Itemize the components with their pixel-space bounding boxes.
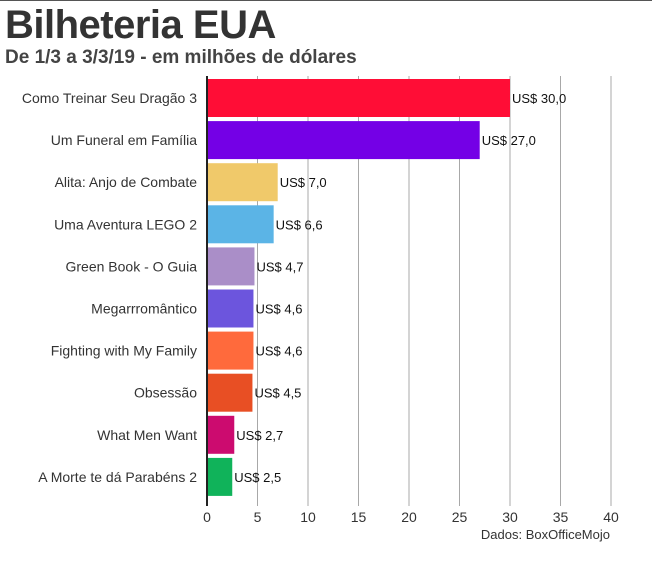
- bar: [207, 163, 278, 202]
- data-label: US$ 4,7: [256, 259, 303, 274]
- bar: [207, 121, 480, 160]
- bar: [207, 289, 254, 328]
- category-label: Fighting with My Family: [51, 343, 197, 359]
- chart-subtitle: De 1/3 a 3/3/19 - em milhões de dólares: [5, 47, 357, 68]
- data-label: US$ 6,6: [276, 217, 323, 232]
- category-label: Como Treinar Seu Dragão 3: [22, 90, 197, 106]
- top-rule: [0, 0, 652, 1]
- data-label: US$ 2,7: [236, 428, 283, 443]
- data-label: US$ 4,5: [254, 386, 301, 401]
- bar: [207, 415, 235, 454]
- category-label: Uma Aventura LEGO 2: [54, 216, 197, 232]
- category-label: What Men Want: [97, 427, 197, 443]
- category-label: Um Funeral em Família: [51, 132, 197, 148]
- x-tick-label: 40: [603, 509, 619, 525]
- bar: [207, 373, 253, 412]
- x-tick-label: 0: [203, 509, 211, 525]
- bar: [207, 247, 255, 286]
- data-label: US$ 27,0: [482, 133, 536, 148]
- chart-title: Bilheteria EUA: [5, 3, 276, 47]
- x-tick-label: 5: [254, 509, 262, 525]
- x-tick-label: 25: [452, 509, 468, 525]
- category-label: Green Book - O Guia: [65, 258, 197, 274]
- x-tick-label: 35: [553, 509, 569, 525]
- data-source: Dados: BoxOfficeMojo: [480, 527, 610, 542]
- x-tick-label: 20: [401, 509, 417, 525]
- x-tick-label: 30: [502, 509, 518, 525]
- bar: [207, 331, 254, 370]
- data-label: US$ 4,6: [255, 344, 302, 359]
- category-label: A Morte te dá Parabéns 2: [38, 469, 197, 485]
- data-label: US$ 4,6: [255, 302, 302, 317]
- bar: [207, 457, 233, 496]
- data-label: US$ 30,0: [512, 91, 566, 106]
- data-label: US$ 7,0: [280, 175, 327, 190]
- category-label: Alita: Anjo de Combate: [55, 174, 198, 190]
- category-label: Obsessão: [134, 385, 197, 401]
- x-tick-label: 10: [300, 509, 316, 525]
- x-tick-label: 15: [351, 509, 367, 525]
- bar: [207, 79, 510, 117]
- bar: [207, 205, 274, 244]
- category-label: Megarrromântico: [91, 301, 197, 317]
- data-label: US$ 2,5: [234, 470, 281, 485]
